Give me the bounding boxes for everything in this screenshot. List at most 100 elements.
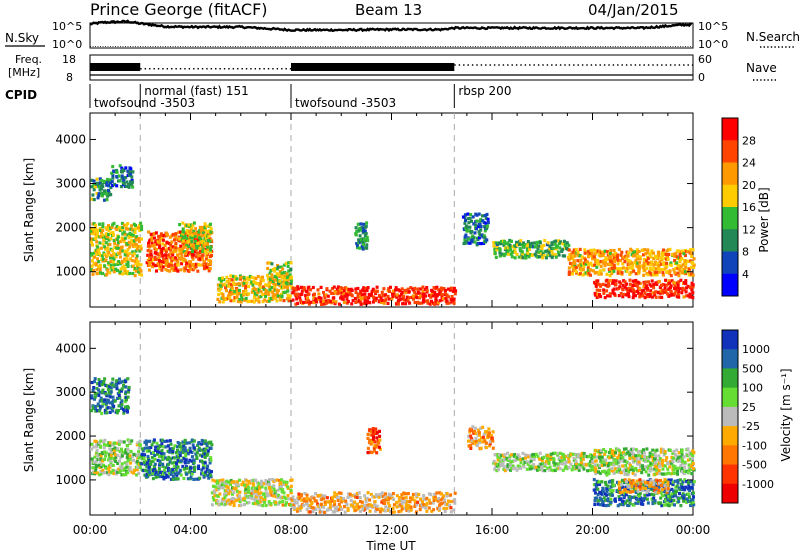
data-cell-3	[259, 496, 263, 500]
data-cell-7	[562, 455, 566, 460]
data-cell-9	[486, 221, 490, 225]
data-cell-9	[486, 217, 490, 221]
data-cell-8	[650, 455, 654, 459]
data-cell-9	[601, 487, 605, 491]
data-cell-3	[279, 484, 283, 488]
data-cell-12	[680, 291, 684, 295]
data-cell-8	[608, 468, 612, 472]
data-cell-0	[122, 239, 126, 244]
data-cell-9	[596, 487, 600, 491]
data-cell-0	[104, 258, 108, 262]
data-cell-7	[411, 294, 415, 298]
data-cell-9	[477, 236, 481, 240]
data-cell-11	[649, 263, 653, 267]
data-cell-12	[618, 285, 622, 289]
data-cell-8	[610, 451, 614, 455]
data-cell-2	[154, 475, 158, 479]
data-cell-1	[93, 380, 96, 384]
data-cell-0	[123, 266, 127, 270]
data-cell-5	[238, 297, 242, 302]
data-cell-12	[691, 283, 695, 287]
data-cell-11	[645, 259, 649, 263]
data-cell-8	[664, 458, 668, 463]
data-cell-3	[165, 257, 169, 261]
data-cell-3	[159, 237, 163, 241]
data-cell-4	[421, 505, 425, 509]
data-cell-9	[481, 214, 484, 218]
data-cell-3	[227, 498, 231, 502]
data-cell-11	[599, 251, 603, 255]
data-cell-2	[192, 458, 196, 462]
data-cell-2	[197, 466, 200, 471]
data-cell-11	[665, 261, 668, 265]
data-cell-1	[126, 405, 129, 409]
data-cell-5	[228, 296, 232, 300]
data-cell-0	[134, 269, 138, 273]
data-cell-3	[257, 481, 261, 486]
data-cell-2	[184, 454, 188, 458]
data-cell-0	[131, 455, 135, 459]
data-cell-10	[541, 252, 545, 256]
data-cell-9	[596, 492, 600, 497]
data-cell-4	[400, 501, 404, 505]
data-cell-11	[658, 260, 662, 264]
data-cell-9	[677, 497, 681, 501]
data-cell-5	[230, 291, 234, 295]
data-cell-4	[323, 510, 327, 514]
data-cell-2	[169, 472, 173, 476]
data-cell-5	[230, 278, 234, 282]
data-cell-6	[266, 273, 270, 277]
data-cell-10	[510, 250, 514, 254]
data-cell-2	[208, 461, 212, 465]
data-cell-5	[235, 277, 239, 281]
data-cell-6	[491, 430, 495, 434]
data-cell-0	[133, 259, 137, 263]
data-cell-7	[332, 299, 335, 303]
data-cell-4	[190, 240, 194, 244]
data-cell-5	[218, 300, 222, 304]
data-cell-9	[621, 485, 625, 489]
data-cell-12	[595, 288, 599, 292]
data-cell-11	[652, 263, 656, 267]
data-cell-2	[149, 462, 153, 467]
xtick-label: 20:00	[575, 523, 610, 537]
data-cell-10	[550, 255, 554, 260]
data-cell-9	[605, 487, 609, 491]
data-cell-0	[139, 221, 143, 225]
data-cell-8	[598, 452, 602, 456]
data-cell-7	[435, 293, 438, 297]
data-cell-3	[282, 480, 286, 484]
data-cell-9	[472, 236, 476, 240]
data-cell-7	[330, 291, 334, 295]
data-cell-4	[425, 501, 429, 505]
data-cell-2	[124, 166, 128, 170]
velocity-legend-swatch	[722, 406, 738, 427]
data-cell-9	[602, 503, 606, 507]
data-cell-3	[203, 264, 207, 268]
data-cell-11	[678, 252, 682, 256]
data-cell-8	[680, 453, 684, 457]
data-cell-0	[137, 237, 141, 241]
data-cell-6	[284, 261, 288, 265]
ytick-label: 3000	[55, 385, 86, 399]
data-cell-3	[174, 235, 178, 239]
data-cell-0	[111, 230, 115, 235]
data-cell-9	[669, 494, 673, 498]
data-cell-4	[359, 509, 362, 513]
data-cell-0	[113, 441, 117, 445]
data-cell-0	[140, 224, 144, 229]
data-cell-7	[588, 464, 592, 468]
data-cell-3	[145, 261, 149, 265]
data-cell-1	[100, 404, 104, 408]
data-cell-11	[675, 255, 679, 259]
data-cell-3	[247, 489, 251, 493]
data-cell-4	[443, 509, 447, 514]
data-cell-2	[161, 464, 165, 468]
data-cell-4	[359, 499, 362, 504]
data-cell-2	[179, 473, 183, 477]
data-cell-9	[596, 482, 600, 487]
data-cell-10	[636, 489, 640, 493]
x-axis-title: Time UT	[365, 539, 416, 553]
data-cell-7	[574, 459, 578, 463]
data-cell-8	[683, 471, 686, 476]
